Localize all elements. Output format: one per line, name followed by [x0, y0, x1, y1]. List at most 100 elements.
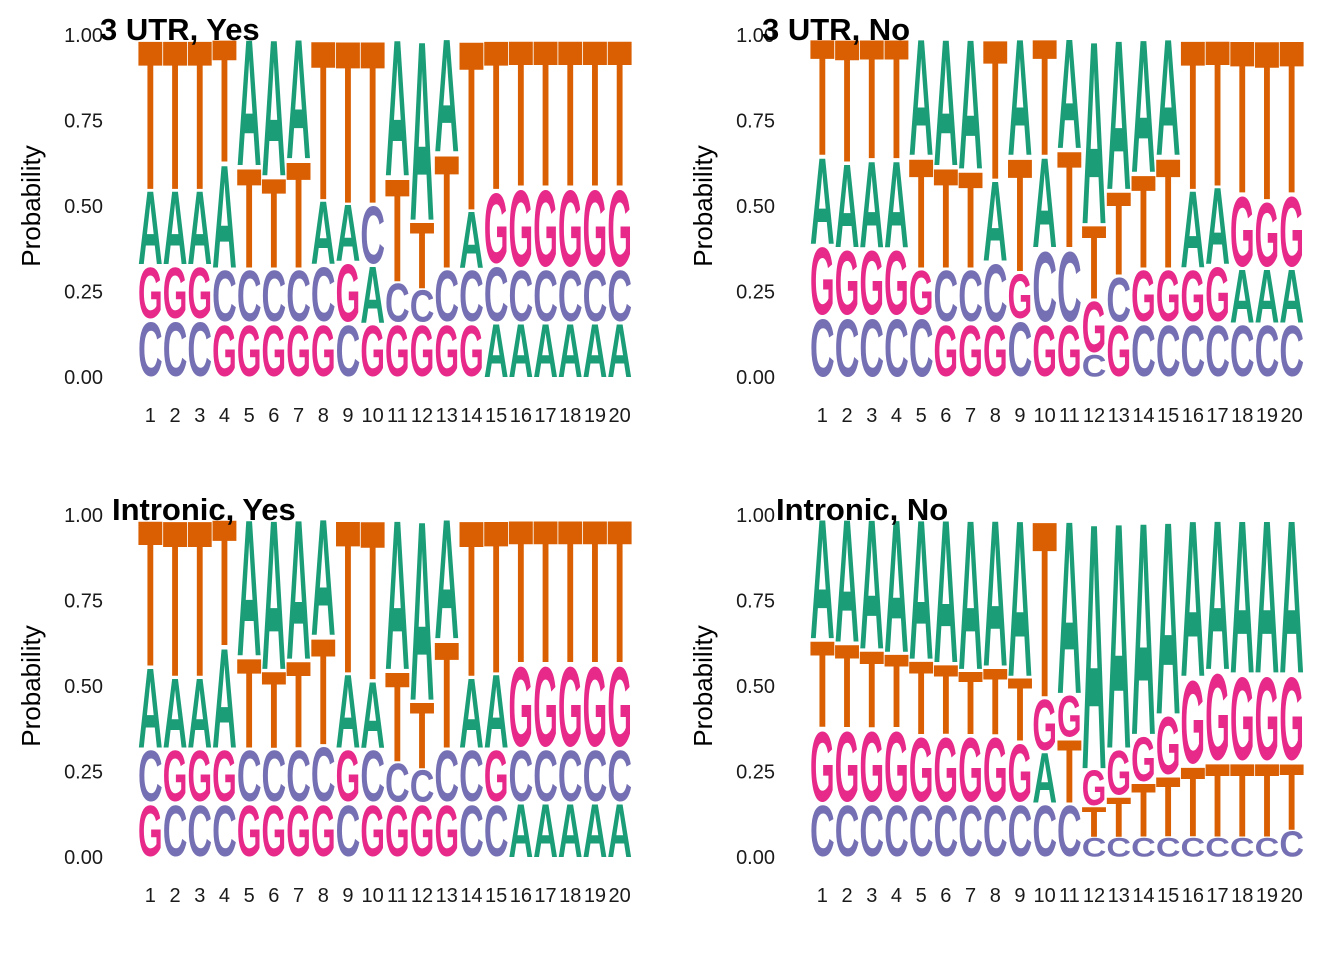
logo-letter-t: T: [360, 0, 385, 253]
x-tick-label: 7: [965, 885, 976, 907]
logo-letter-a: A: [884, 479, 909, 692]
logo-letter-g: G: [1131, 255, 1156, 337]
y-tick-label: 0.00: [64, 367, 103, 389]
logo-letter-g: G: [583, 168, 608, 289]
logo-letter-g: G: [558, 644, 583, 771]
logo-letter-c: C: [1255, 312, 1280, 393]
x-tick-label: 5: [916, 405, 927, 427]
logo-letter-g: G: [434, 790, 459, 872]
logo-letter-c: C: [262, 737, 287, 818]
logo-letter-t: T: [859, 5, 884, 195]
logo-letter-t: T: [336, 0, 361, 253]
x-tick-label: 17: [1206, 405, 1228, 427]
x-tick-label: 4: [219, 405, 230, 427]
logo-letter-c: C: [311, 731, 336, 818]
logo-letter-t: T: [607, 0, 632, 230]
logo-letter-a: A: [859, 137, 884, 275]
x-tick-label: 14: [1132, 405, 1154, 427]
logo-letter-c: C: [360, 190, 385, 281]
logo-letter-a: A: [1131, 0, 1156, 212]
logo-letter-a: A: [934, 478, 959, 707]
logo-letter-g: G: [1106, 310, 1131, 392]
x-tick-label: 18: [559, 885, 581, 907]
logo-letter-a: A: [410, 467, 435, 754]
panel-title: 3 UTR, No: [762, 12, 910, 47]
logo-letter-g: G: [336, 735, 361, 817]
logo-letter-a: A: [484, 310, 509, 394]
logo-letter-c: C: [509, 737, 534, 818]
x-tick-label: 1: [145, 405, 156, 427]
logo-letter-c: C: [1181, 832, 1206, 863]
logo-letter-t: T: [1057, 122, 1082, 277]
x-tick-label: 13: [1108, 405, 1130, 427]
logo-letter-t: T: [1131, 768, 1156, 853]
x-tick-label: 8: [990, 885, 1001, 907]
y-tick-label: 0.25: [64, 762, 103, 784]
logo-letter-c: C: [884, 303, 909, 394]
logo-letter-a: A: [558, 310, 583, 394]
logo-letter-c: C: [138, 737, 163, 818]
logo-letter-c: C: [558, 257, 583, 338]
x-tick-label: 20: [1281, 405, 1303, 427]
logo-letter-a: A: [607, 790, 632, 874]
logo-letter-g: G: [909, 721, 934, 821]
logo-letter-a: A: [1032, 131, 1057, 275]
logo-letter-g: G: [1255, 186, 1280, 286]
logo-letter-g: G: [1205, 253, 1230, 338]
logo-letter-c: C: [810, 792, 835, 873]
logo-letter-t: T: [286, 637, 311, 774]
logo-letter-c: C: [934, 257, 959, 338]
logo-letter-a: A: [1255, 475, 1280, 720]
x-tick-label: 1: [145, 885, 156, 907]
x-tick-label: 13: [1108, 885, 1130, 907]
logo-letter-t: T: [261, 153, 286, 296]
logo-letter-g: G: [934, 721, 959, 821]
logo-letter-a: A: [1205, 476, 1230, 715]
logo-letter-a: A: [1181, 473, 1206, 723]
logo-letter-g: G: [607, 168, 632, 289]
logo-letter-a: A: [262, 0, 287, 217]
x-tick-label: 13: [436, 885, 458, 907]
logo-letter-g: G: [1057, 684, 1082, 750]
x-tick-label: 14: [460, 885, 482, 907]
logo-letter-t: T: [237, 633, 262, 776]
x-tick-label: 5: [244, 885, 255, 907]
logo-letter-g: G: [983, 310, 1008, 392]
logo-letter-t: T: [434, 610, 459, 781]
logo-letter-g: G: [1082, 760, 1107, 816]
logo-letter-t: T: [1156, 127, 1181, 302]
logo-letter-c: C: [1205, 312, 1230, 393]
x-tick-label: 5: [916, 885, 927, 907]
logo-letter-c: C: [212, 792, 237, 873]
logo-letter-c: C: [583, 737, 608, 818]
logo-letter-a: A: [1205, 167, 1230, 288]
logo-letter-c: C: [459, 737, 484, 818]
x-tick-label: 13: [436, 405, 458, 427]
logo-letter-g: G: [607, 644, 632, 771]
logo-letter-c: C: [909, 303, 934, 394]
logo-letter-a: A: [459, 658, 484, 769]
logo-letter-t: T: [237, 140, 262, 299]
x-tick-label: 3: [866, 405, 877, 427]
logo-letter-g: G: [909, 258, 934, 329]
logo-letter-t: T: [958, 143, 983, 298]
logo-letter-g: G: [1279, 654, 1304, 785]
logo-letter-a: A: [909, 5, 934, 191]
logo-letter-c: C: [1032, 792, 1057, 873]
panel-intronic-yes: Probability 0.000.250.500.751.00GCATCGAT…: [16, 467, 632, 907]
logo-letter-t: T: [163, 474, 188, 723]
logo-letter-a: A: [859, 481, 884, 688]
logo-letter-c: C: [909, 792, 934, 873]
x-tick-label: 1: [817, 405, 828, 427]
logo-letter-c: C: [983, 792, 1008, 873]
panel-title: 3 UTR, Yes: [100, 12, 260, 47]
logo-letter-t: T: [434, 121, 459, 302]
logo-letter-c: C: [286, 737, 311, 818]
logo-letter-t: T: [909, 127, 934, 302]
logo-letter-t: T: [508, 0, 533, 230]
logo-letter-g: G: [286, 310, 311, 392]
logo-letter-t: T: [1205, 0, 1230, 230]
x-tick-label: 6: [940, 885, 951, 907]
logo-letter-c: C: [1279, 825, 1304, 865]
logo-letter-g: G: [1032, 684, 1057, 766]
